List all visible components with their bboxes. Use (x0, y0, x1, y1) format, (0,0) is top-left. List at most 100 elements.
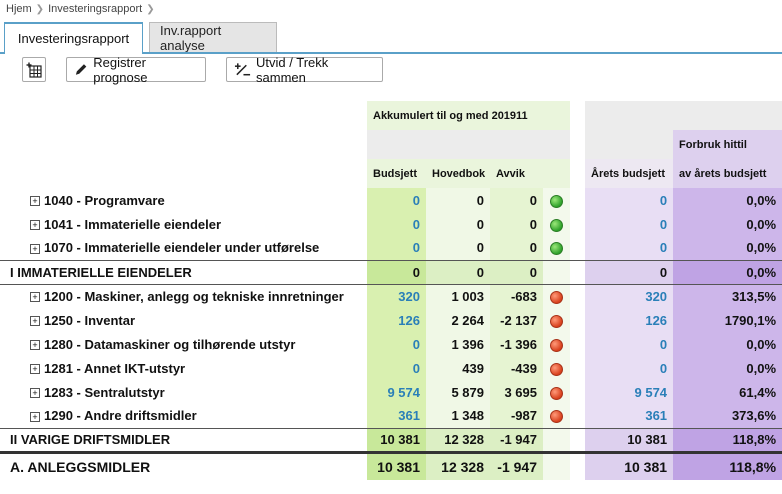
table-row[interactable]: +1070 - Immaterielle eiendeler under utf… (0, 236, 782, 260)
period-header: Akkumulert til og med 201911 (367, 101, 571, 130)
deviation-cell: -1 396 (490, 332, 543, 356)
annual-budget-cell: 10 381 (585, 450, 674, 480)
tab-investeringsrapport[interactable]: Investeringsrapport (4, 22, 143, 53)
table-row[interactable]: +1290 - Andre driftsmidler 361 1 348 -98… (0, 404, 782, 428)
expand-row-icon[interactable]: + (30, 316, 40, 327)
breadcrumb-current[interactable]: Investeringsrapport (48, 3, 143, 15)
ledger-cell: 2 264 (426, 308, 490, 332)
ledger-cell: 0 (426, 259, 490, 284)
annual-budget-cell: 320 (585, 283, 674, 308)
status-red-icon (550, 290, 564, 304)
annual-budget-cell: 0 (585, 212, 674, 236)
breadcrumb-separator-icon: ❯ (146, 3, 155, 15)
usage-pct-cell: 0,0% (673, 332, 782, 356)
expand-row-icon[interactable]: + (30, 411, 40, 422)
subtotal-label: I IMMATERIELLE EIENDELER (0, 259, 367, 284)
status-red-icon (550, 314, 564, 328)
ledger-cell: 12 328 (426, 427, 490, 452)
add-table-button[interactable] (22, 57, 46, 82)
expand-collapse-icon (234, 63, 251, 76)
annual-budget-cell: 361 (585, 404, 674, 428)
status-red-icon (550, 410, 564, 424)
account-label: 1040 - Programvare (44, 192, 165, 208)
usage-pct-cell: 0,0% (673, 356, 782, 380)
annual-budget-cell: 0 (585, 188, 674, 212)
status-green-icon (550, 194, 564, 208)
annual-budget-cell: 10 381 (585, 427, 674, 452)
deviation-cell: -1 947 (490, 450, 543, 480)
annual-budget-cell: 0 (585, 356, 674, 380)
usage-pct-cell: 373,6% (673, 404, 782, 428)
usage-header-line2[interactable]: av årets budsjett (673, 159, 782, 188)
annual-budget-cell: 9 574 (585, 380, 674, 404)
deviation-cell: 0 (490, 188, 543, 212)
budget-cell: 0 (367, 259, 426, 284)
ledger-cell: 439 (426, 356, 490, 380)
ledger-cell: 0 (426, 188, 490, 212)
table-row[interactable]: +1283 - Sentralutstyr 9 574 5 879 3 695 … (0, 380, 782, 404)
table-row[interactable]: +1200 - Maskiner, anlegg og tekniske inn… (0, 283, 782, 308)
col-header-annual-budget[interactable]: Årets budsjett (585, 159, 674, 188)
deviation-cell: 3 695 (490, 380, 543, 404)
table-row[interactable]: +1040 - Programvare 0 0 0 0 0,0% (0, 188, 782, 212)
budget-cell: 9 574 (367, 380, 426, 404)
account-label: 1283 - Sentralutstyr (44, 384, 165, 400)
ledger-cell: 1 003 (426, 283, 490, 308)
ledger-cell: 0 (426, 236, 490, 260)
ledger-cell: 1 348 (426, 404, 490, 428)
usage-header-line1: Forbruk hittil (673, 130, 782, 159)
annual-budget-cell: 0 (585, 259, 674, 284)
budget-cell: 361 (367, 404, 426, 428)
usage-pct-cell: 118,8% (673, 427, 782, 452)
tab-inv-rapport-analyse[interactable]: Inv.rapport analyse (149, 22, 277, 53)
deviation-cell: -439 (490, 356, 543, 380)
usage-pct-cell: 0,0% (673, 212, 782, 236)
deviation-cell: 0 (490, 259, 543, 284)
expand-row-icon[interactable]: + (30, 364, 40, 375)
expand-collapse-button[interactable]: Utvid / Trekk sammen (226, 54, 383, 85)
ledger-cell: 0 (426, 212, 490, 236)
status-green-icon (550, 218, 564, 232)
expand-row-icon[interactable]: + (30, 388, 40, 399)
account-label: 1200 - Maskiner, anlegg og tekniske innr… (44, 288, 344, 304)
table-add-icon (26, 62, 42, 78)
breadcrumb-home[interactable]: Hjem (6, 3, 32, 15)
budget-cell: 0 (367, 236, 426, 260)
account-label: 1070 - Immaterielle eiendeler under utfø… (44, 240, 320, 256)
deviation-cell: -2 137 (490, 308, 543, 332)
investment-report-grid: Akkumulert til og med 201911 Forbruk hit… (0, 101, 782, 480)
table-row[interactable]: +1250 - Inventar 126 2 264 -2 137 126 17… (0, 308, 782, 332)
deviation-cell: 0 (490, 236, 543, 260)
status-red-icon (550, 338, 564, 352)
account-label: 1041 - Immaterielle eiendeler (44, 216, 222, 232)
subtotal-row: II VARIGE DRIFTSMIDLER 10 381 12 328 -1 … (0, 427, 782, 452)
account-label: 1280 - Datamaskiner og tilhørende utstyr (44, 336, 296, 352)
grand-total-label: A. ANLEGGSMIDLER (0, 450, 367, 480)
status-red-icon (550, 362, 564, 376)
tab-underline (0, 52, 782, 54)
expand-row-icon[interactable]: + (30, 220, 40, 231)
expand-row-icon[interactable]: + (30, 292, 40, 303)
budget-cell: 126 (367, 308, 426, 332)
table-row[interactable]: +1281 - Annet IKT-utstyr 0 439 -439 0 0,… (0, 356, 782, 380)
breadcrumb-separator-icon: ❯ (35, 3, 45, 15)
table-row[interactable]: +1041 - Immaterielle eiendeler 0 0 0 0 0… (0, 212, 782, 236)
usage-pct-cell: 61,4% (673, 380, 782, 404)
expand-row-icon[interactable]: + (30, 196, 40, 207)
deviation-cell: 0 (490, 212, 543, 236)
report-table: Akkumulert til og med 201911 Forbruk hit… (0, 101, 782, 480)
deviation-cell: -987 (490, 404, 543, 428)
budget-cell: 0 (367, 356, 426, 380)
subtotal-label: II VARIGE DRIFTSMIDLER (0, 427, 367, 452)
col-header-deviation[interactable]: Avvik (490, 159, 543, 188)
expand-row-icon[interactable]: + (30, 340, 40, 351)
ledger-cell: 5 879 (426, 380, 490, 404)
expand-row-icon[interactable]: + (30, 243, 40, 254)
annual-budget-cell: 0 (585, 236, 674, 260)
expand-collapse-label: Utvid / Trekk sammen (256, 54, 329, 85)
col-header-ledger[interactable]: Hovedbok (426, 159, 490, 188)
table-row[interactable]: +1280 - Datamaskiner og tilhørende utsty… (0, 332, 782, 356)
register-forecast-button[interactable]: Registrer prognose (66, 55, 206, 85)
grand-total-row: A. ANLEGGSMIDLER 10 381 12 328 -1 947 10… (0, 450, 782, 480)
col-header-budget[interactable]: Budsjett (367, 159, 426, 188)
